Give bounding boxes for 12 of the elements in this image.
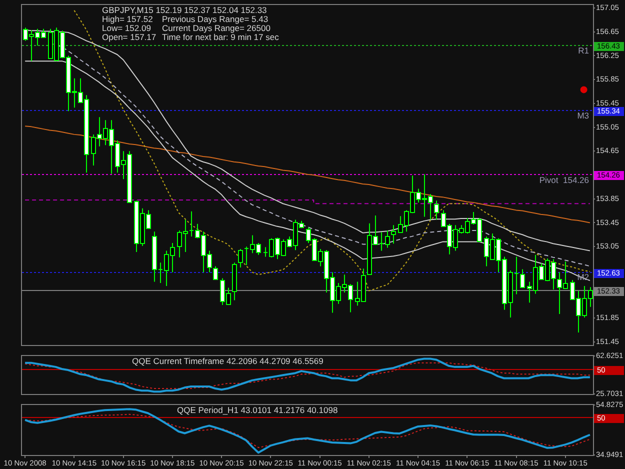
chart-title: QQE Current Timeframe 42.2096 44.2709 46.5569 <box>132 356 324 366</box>
annotation: Low= 152.09 <box>102 23 152 34</box>
annotation: R1 <box>578 46 590 56</box>
chart-title: GBPJPY,M15 152.19 152.37 152.04 152.33 <box>102 5 268 16</box>
annotation: Time for next bar: 9 min 17 sec <box>162 32 280 42</box>
annotation: High= 157.52 <box>102 14 154 24</box>
annotation: Pivot 154.26 <box>539 174 590 185</box>
chart-title: QQE Period_H1 43.0101 41.2176 40.1098 <box>177 405 338 416</box>
annotation: Previous Days Range= 5.43 <box>162 14 268 24</box>
annotation: M3 <box>577 110 590 121</box>
annotation: Open= 157.17 <box>102 32 156 42</box>
annotation: Current Days Range= 26500 <box>162 23 271 34</box>
